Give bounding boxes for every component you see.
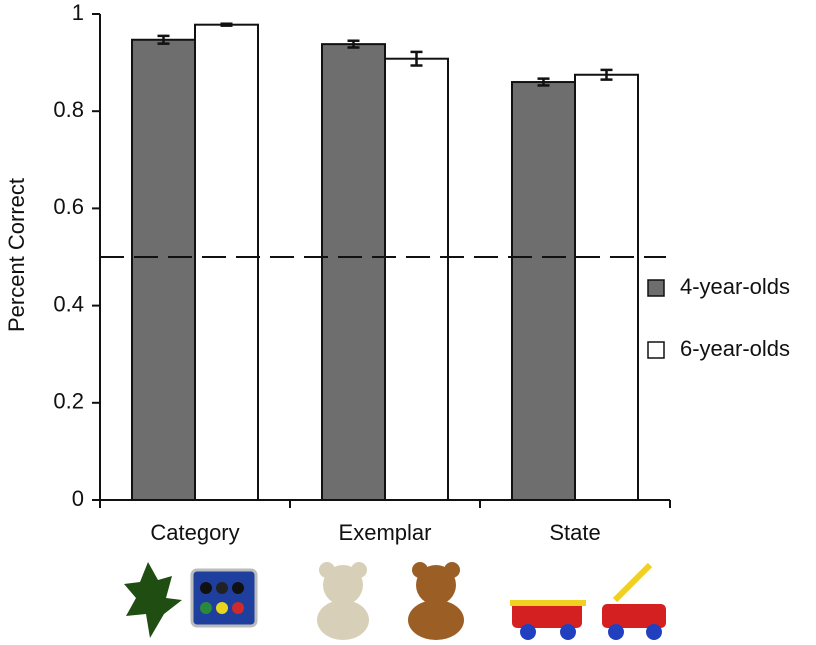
error-bar: [537, 77, 550, 87]
y-tick-label: 0.6: [53, 194, 84, 219]
y-tick-label: 0.4: [53, 291, 84, 316]
y-tick-label: 1: [72, 0, 84, 25]
bar: [574, 73, 639, 501]
y-tick-label: 0: [72, 486, 84, 511]
error-bar: [410, 50, 423, 67]
bear-icon: [317, 562, 369, 640]
bar: [384, 57, 449, 501]
legend-label: 4-year-olds: [680, 274, 790, 299]
y-axis-label: Percent Correct: [4, 178, 29, 332]
bar: [511, 81, 576, 501]
legend-swatch: [647, 341, 665, 359]
y-tick-label: 0.2: [53, 389, 84, 414]
error-bar: [600, 68, 613, 81]
x-tick-label: Exemplar: [339, 520, 432, 545]
paint-box-icon: [190, 568, 258, 628]
leaf-icon: [124, 562, 182, 638]
icons: [124, 562, 666, 640]
legend-swatch: [647, 279, 665, 297]
bar: [321, 43, 386, 502]
error-bar: [157, 34, 170, 45]
legend-label: 6-year-olds: [680, 336, 790, 361]
bear-icon: [408, 562, 464, 640]
truck-icon: [602, 562, 666, 640]
error-bar: [220, 22, 233, 27]
error-bar: [347, 39, 360, 49]
truck-icon: [510, 600, 586, 640]
bar: [131, 38, 196, 502]
bar: [194, 23, 259, 502]
y-tick-label: 0.8: [53, 97, 84, 122]
x-tick-label: Category: [150, 520, 239, 545]
x-tick-label: State: [549, 520, 600, 545]
